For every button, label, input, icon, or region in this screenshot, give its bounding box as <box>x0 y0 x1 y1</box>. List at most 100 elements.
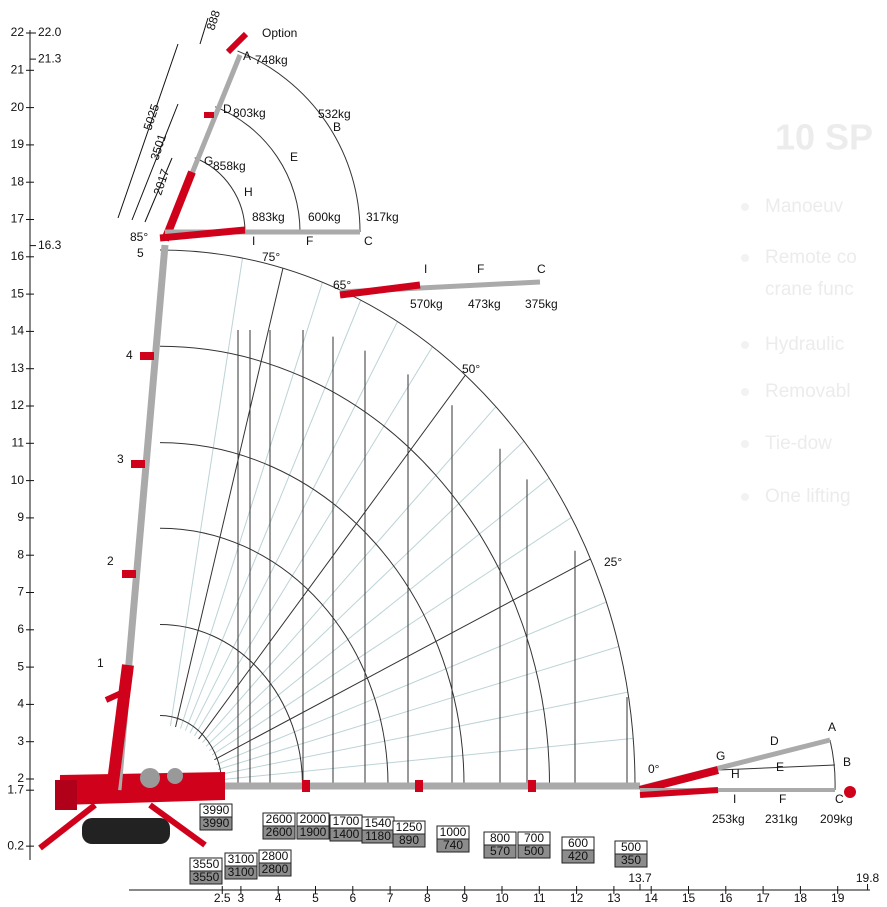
capacity-value: 700 <box>524 831 544 845</box>
background-panel: 10 SP Manoeuv Remote co crane func Hydraulic… <box>741 117 873 507</box>
background-item: One lifting <box>765 486 851 507</box>
x-tick-label: 3 <box>238 891 245 905</box>
label: I <box>252 234 255 248</box>
y-tick-label: 20 <box>11 100 25 114</box>
jib-arc <box>237 50 361 233</box>
radial-line <box>211 517 572 756</box>
label: 600kg <box>308 210 341 224</box>
label: 4 <box>126 348 133 362</box>
capacity-box-alt <box>262 825 296 840</box>
dim-line <box>131 103 179 221</box>
capacity-value-alt: 1400 <box>333 827 360 841</box>
label: 888 <box>204 8 224 32</box>
capacity-value: 2800 <box>262 849 289 863</box>
radial-line <box>189 321 398 734</box>
track <box>82 818 170 844</box>
y-tick-label: 10 <box>11 473 25 487</box>
y-tick-label: 3 <box>17 734 24 748</box>
jib-base <box>639 766 719 794</box>
jib-arc <box>214 106 301 233</box>
x-tick-label: 15 <box>682 891 696 905</box>
y-tick-label: 2 <box>17 771 24 785</box>
bullet <box>741 203 749 211</box>
range-arc <box>159 442 465 786</box>
label: F <box>306 234 313 248</box>
crane-drawing <box>38 17 856 851</box>
dim-line <box>117 43 179 219</box>
label: H <box>244 185 253 199</box>
x-tick-label: 12 <box>570 891 584 905</box>
capacity-value-alt: 350 <box>621 853 641 867</box>
radial-line <box>184 299 362 731</box>
jib-base <box>161 170 196 242</box>
y-tick-label: 15 <box>11 286 25 300</box>
capacity-value-alt: 2600 <box>266 825 293 839</box>
y-tick-label: 11 <box>12 435 25 449</box>
boom-cylinder <box>104 687 130 703</box>
boom-base <box>106 664 134 791</box>
range-arc <box>159 527 389 786</box>
label: 50° <box>462 362 480 376</box>
capacity-box-alt <box>614 853 648 868</box>
capacity-value: 2000 <box>300 812 327 826</box>
hook <box>844 786 856 798</box>
capacity-value-alt: 3990 <box>203 816 230 830</box>
capacity-value-alt: 1900 <box>300 825 327 839</box>
y-tick-label: 8 <box>17 547 24 561</box>
capacity-value-alt: 3550 <box>193 870 220 884</box>
label: 25° <box>604 555 622 569</box>
background-heading: 10 SP <box>775 117 873 158</box>
capacity-box-alt <box>199 816 233 831</box>
height-label: 21.3 <box>38 51 62 65</box>
label: 65° <box>333 278 351 292</box>
radial-line <box>208 477 550 751</box>
x-tick-label: 10 <box>495 891 509 905</box>
capacity-box-alt <box>561 849 595 864</box>
capacity-value-alt: 3100 <box>228 865 255 879</box>
section-2 <box>122 570 136 578</box>
label: E <box>776 760 784 774</box>
jib-base <box>159 226 246 242</box>
capacity-box-alt <box>483 844 517 859</box>
jib-option <box>225 31 249 55</box>
label: 858kg <box>213 159 246 173</box>
counterweight <box>55 780 77 810</box>
y-tick-label: 9 <box>17 510 24 524</box>
range-arc <box>159 345 550 786</box>
radial-line <box>202 406 497 743</box>
y-tick-label: 19 <box>11 137 25 151</box>
x-tick-label: 9 <box>461 891 468 905</box>
jib-mark <box>204 112 214 118</box>
x-tick-label: 11 <box>533 891 546 905</box>
label: 1 <box>97 656 104 670</box>
capacity-value: 1540 <box>365 816 392 830</box>
capacity-value: 800 <box>490 831 510 845</box>
winch <box>140 768 160 788</box>
label: D <box>770 734 779 748</box>
y-tick-label: 14 <box>11 324 25 338</box>
y-tick-label: 18 <box>11 174 25 188</box>
label: I <box>733 792 736 806</box>
background-item: Manoeuv <box>765 196 844 217</box>
label: F <box>477 262 484 276</box>
capacity-box-alt <box>392 833 426 848</box>
x-tick-label: 5 <box>312 891 319 905</box>
section-3 <box>131 460 145 468</box>
jib-arc <box>194 157 246 233</box>
label: 231kg <box>765 812 798 826</box>
x-tick-label: 14 <box>645 891 659 905</box>
capacity-value-alt: 740 <box>443 838 463 852</box>
label: 748kg <box>255 53 288 67</box>
x-tick-label: 13 <box>607 891 621 905</box>
label: C <box>835 792 844 806</box>
capacity-value: 500 <box>621 840 641 854</box>
jib-base <box>339 281 421 299</box>
y-tick-label: 22 <box>11 25 25 39</box>
capacity-box-alt <box>436 838 470 853</box>
label: 375kg <box>525 297 558 311</box>
label: C <box>537 262 546 276</box>
capacity-value-alt: 1180 <box>365 829 391 843</box>
section-mark <box>528 780 536 792</box>
label: 0° <box>648 762 660 776</box>
